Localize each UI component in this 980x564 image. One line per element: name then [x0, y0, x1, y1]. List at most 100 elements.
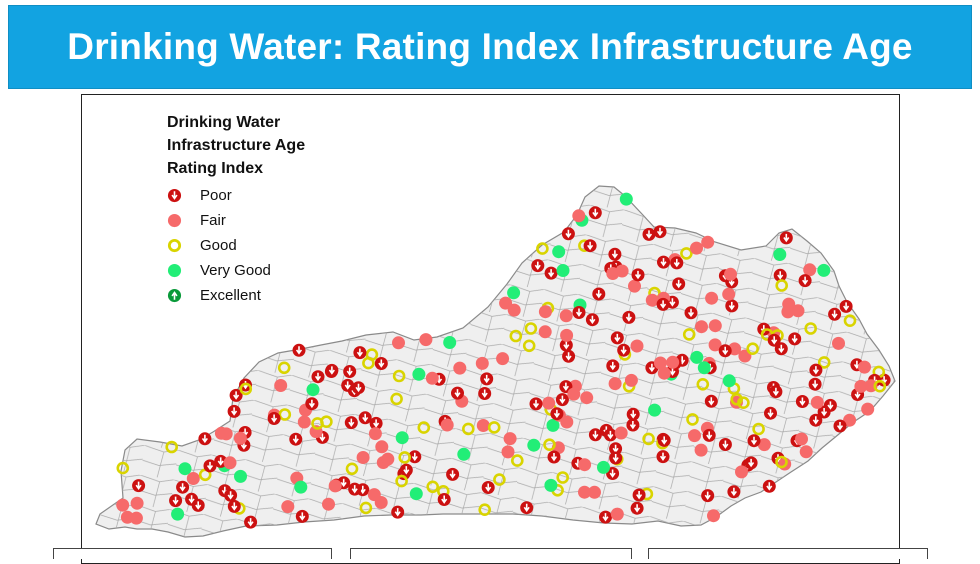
- filled-circle-icon: [167, 263, 182, 278]
- fair-marker: [567, 387, 581, 401]
- good-marker: [775, 279, 789, 292]
- poor-marker: [630, 501, 644, 515]
- fair-marker: [735, 465, 748, 479]
- very-good-marker: [395, 431, 409, 445]
- good-marker: [116, 461, 130, 475]
- poor-marker: [244, 515, 258, 529]
- legend-item-very-good: Very Good: [167, 258, 305, 283]
- good-marker: [696, 377, 710, 391]
- poor-marker: [550, 407, 564, 421]
- poor-marker: [292, 343, 306, 357]
- fair-marker: [425, 371, 439, 385]
- fair-marker: [297, 415, 311, 429]
- poor-marker: [169, 494, 183, 508]
- rating-markers: [116, 192, 891, 529]
- fair-marker: [757, 438, 771, 452]
- fair-marker: [614, 426, 628, 440]
- poor-marker: [809, 363, 823, 377]
- poor-marker: [718, 344, 732, 358]
- poor-marker: [606, 359, 620, 373]
- very-good-marker: [597, 460, 610, 474]
- poor-marker: [325, 363, 339, 377]
- very-good-marker: [544, 478, 558, 492]
- poor-marker: [481, 481, 495, 494]
- poor-marker: [702, 428, 716, 442]
- poor-marker: [348, 482, 362, 496]
- fair-marker: [129, 511, 143, 525]
- fair-marker: [440, 418, 454, 432]
- good-marker: [390, 392, 403, 406]
- poor-marker: [480, 372, 494, 386]
- fair-marker: [499, 296, 513, 310]
- poor-marker: [451, 386, 464, 400]
- poor-marker: [176, 480, 190, 494]
- good-marker: [493, 473, 506, 486]
- good-marker: [804, 322, 818, 335]
- very-good-marker: [443, 336, 457, 349]
- poor-marker: [555, 393, 569, 407]
- fair-marker: [624, 373, 638, 387]
- fair-marker: [782, 297, 796, 311]
- good-marker: [730, 392, 744, 406]
- legend-item-poor: Poor: [167, 183, 305, 208]
- good-marker: [746, 342, 760, 356]
- fair-marker: [274, 379, 288, 392]
- fair-marker: [795, 432, 808, 446]
- very-good-marker: [722, 374, 736, 388]
- fair-marker: [694, 443, 708, 457]
- legend-label-excellent: Excellent: [200, 287, 261, 304]
- poor-marker: [762, 479, 776, 493]
- poor-marker: [408, 450, 422, 464]
- poor-marker: [642, 227, 656, 241]
- fair-marker: [708, 319, 722, 333]
- good-marker: [543, 438, 556, 452]
- poor-marker: [599, 510, 612, 524]
- poor-marker: [572, 306, 586, 319]
- poor-marker: [305, 397, 319, 411]
- poor-marker: [606, 467, 620, 480]
- poor-marker: [344, 416, 358, 430]
- very-good-marker: [697, 361, 711, 375]
- poor-marker: [828, 307, 842, 321]
- good-marker: [478, 503, 492, 517]
- legend-label-poor: Poor: [200, 187, 232, 204]
- good-marker: [642, 432, 655, 446]
- poor-marker: [608, 247, 622, 261]
- footer-panel-1: [53, 548, 332, 559]
- good-marker: [417, 421, 431, 434]
- poor-marker: [544, 266, 558, 280]
- poor-marker: [547, 450, 561, 464]
- poor-marker: [764, 406, 777, 420]
- poor-marker: [656, 297, 670, 311]
- very-good-marker: [648, 403, 662, 417]
- poor-marker: [227, 404, 241, 418]
- poor-marker: [198, 432, 212, 446]
- good-marker: [487, 421, 501, 434]
- poor-marker: [747, 434, 761, 448]
- fair-marker: [322, 497, 335, 511]
- fair-marker: [843, 413, 857, 427]
- fair-marker: [832, 336, 845, 350]
- footer-panel-2: [350, 548, 632, 559]
- poor-marker: [609, 442, 623, 456]
- good-marker: [817, 356, 831, 369]
- fair-marker: [724, 267, 737, 281]
- good-marker: [311, 417, 324, 430]
- poor-marker: [795, 395, 809, 408]
- poor-marker: [809, 413, 823, 427]
- fair-marker: [791, 304, 805, 318]
- poor-marker: [631, 268, 645, 282]
- good-marker: [277, 361, 291, 375]
- poor-marker: [626, 407, 640, 421]
- poor-marker: [585, 313, 599, 327]
- good-marker: [873, 379, 887, 393]
- good-marker: [509, 329, 523, 343]
- poor-marker: [833, 419, 847, 433]
- poor-marker: [779, 231, 793, 245]
- good-marker: [392, 369, 406, 383]
- footer-panel-3: [648, 548, 928, 559]
- poor-marker: [817, 405, 831, 419]
- fair-marker: [690, 241, 703, 255]
- good-marker: [680, 247, 693, 260]
- poor-marker: [617, 343, 631, 357]
